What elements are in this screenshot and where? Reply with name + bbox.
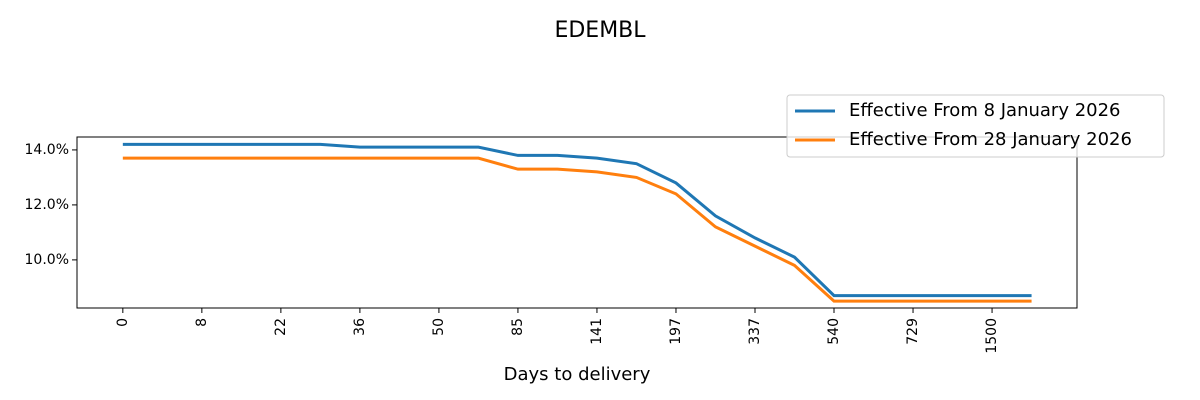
legend-box [786, 94, 1165, 158]
plot-frame [76, 136, 1078, 309]
y-tick-label: 12.0% [25, 197, 69, 213]
x-tick-label: 197 [668, 318, 684, 345]
legend: Effective From 8 January 2026 Effective F… [786, 94, 1165, 158]
x-tick-label: 0 [115, 318, 131, 327]
line [122, 142, 1032, 298]
x-tick-label: 22 [273, 318, 289, 336]
x-tick-label: 729 [905, 318, 921, 345]
line [122, 156, 1032, 303]
x-tick-label: 540 [826, 318, 842, 345]
x-tick-label: 1500 [984, 318, 1000, 354]
x-tick-label: 8 [194, 318, 210, 327]
x-tick-label: 36 [352, 318, 368, 336]
x-tick-label: 85 [510, 318, 526, 336]
legend-label: Effective From 8 January 2026 [849, 100, 1121, 121]
x-tick-label: 141 [589, 318, 605, 345]
y-tick-label: 10.0% [25, 252, 69, 268]
x-tick-label: 50 [431, 318, 447, 336]
y-tick-label: 14.0% [25, 142, 69, 158]
x-axis-label: Days to delivery [504, 364, 651, 385]
x-tick-label: 337 [747, 318, 763, 345]
chart-title: EDEMBL [554, 18, 646, 43]
legend-label: Effective From 28 January 2026 [849, 129, 1132, 150]
